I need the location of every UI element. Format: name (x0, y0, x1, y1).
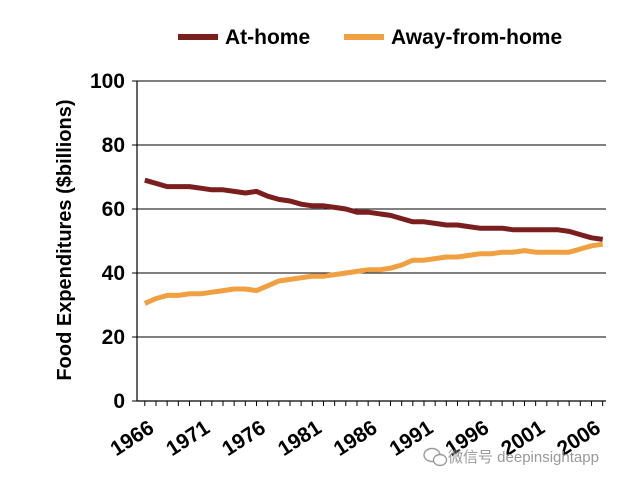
x-tick-label: 1976 (218, 416, 270, 461)
watermark: 微信号 deepinsightapp (423, 447, 599, 467)
legend-label-away-from-home: Away-from-home (391, 26, 562, 49)
watermark-text: 微信号 deepinsightapp (448, 449, 599, 466)
y-tick-label: 60 (102, 198, 125, 221)
series-lines (143, 177, 604, 306)
legend: At-home Away-from-home (178, 26, 562, 49)
y-tick-labels: 0 20 40 60 80 100 (90, 70, 125, 413)
wechat-icon (423, 447, 448, 467)
x-tick-label: 1981 (274, 416, 326, 461)
y-tick-label: 80 (102, 134, 125, 157)
x-tick-label: 1986 (330, 416, 382, 461)
x-tick-label: 1971 (162, 416, 214, 461)
series-line-at-home (144, 177, 604, 242)
y-axis-title: Food Expenditures ($billions) (54, 99, 76, 380)
y-tick-label: 0 (113, 390, 125, 413)
series-line-away-from-home (143, 241, 604, 306)
x-tick-label: 1991 (386, 416, 438, 461)
plot-frame (132, 80, 606, 406)
y-tick-label: 40 (102, 262, 125, 285)
legend-label-at-home: At-home (225, 26, 310, 49)
y-tick-label: 20 (102, 326, 125, 349)
y-tick-label: 100 (90, 70, 125, 93)
gridlines (137, 80, 606, 338)
x-tick-label: 1966 (106, 416, 158, 461)
